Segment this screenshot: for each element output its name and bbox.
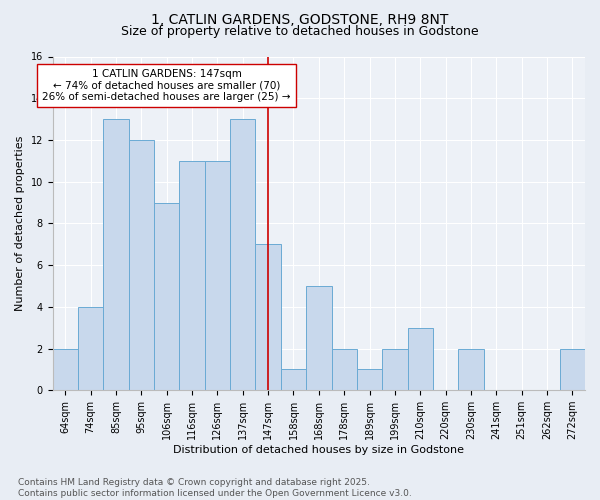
Bar [230,119,256,390]
Bar [281,370,306,390]
Bar [407,328,433,390]
Bar [205,161,230,390]
Bar [458,348,484,390]
Bar [560,348,585,390]
Bar [103,119,129,390]
Bar [382,348,407,390]
Bar [129,140,154,390]
Bar [53,348,78,390]
Text: Contains HM Land Registry data © Crown copyright and database right 2025.
Contai: Contains HM Land Registry data © Crown c… [18,478,412,498]
Y-axis label: Number of detached properties: Number of detached properties [15,136,25,311]
Bar [256,244,281,390]
Bar [154,202,179,390]
Text: 1, CATLIN GARDENS, GODSTONE, RH9 8NT: 1, CATLIN GARDENS, GODSTONE, RH9 8NT [151,12,449,26]
Bar [357,370,382,390]
Bar [306,286,332,390]
Bar [78,307,103,390]
Bar [332,348,357,390]
Text: 1 CATLIN GARDENS: 147sqm
← 74% of detached houses are smaller (70)
26% of semi-d: 1 CATLIN GARDENS: 147sqm ← 74% of detach… [43,69,291,102]
Bar [179,161,205,390]
X-axis label: Distribution of detached houses by size in Godstone: Distribution of detached houses by size … [173,445,464,455]
Text: Size of property relative to detached houses in Godstone: Size of property relative to detached ho… [121,25,479,38]
